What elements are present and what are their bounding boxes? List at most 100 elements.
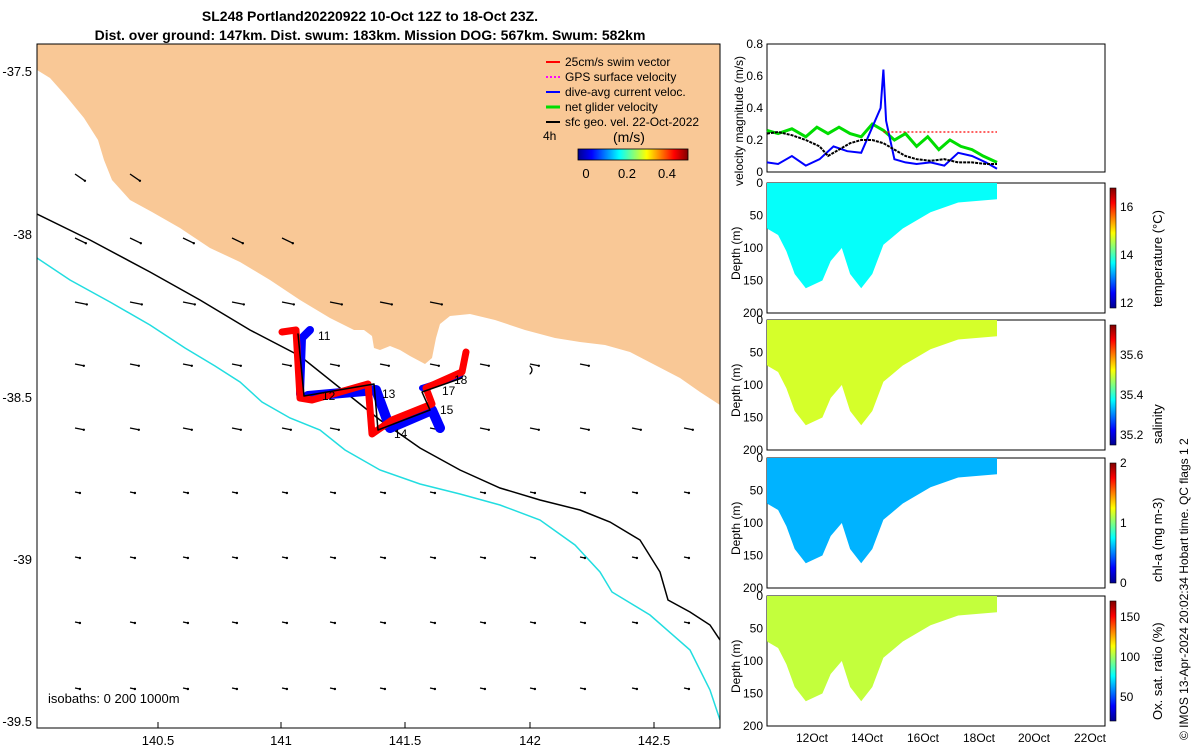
geo-vector [529, 363, 539, 367]
colorbar-tick: 150 [1120, 610, 1140, 624]
geo-vector-head [337, 428, 340, 431]
time-axis: 12Oct 14Oct 16Oct 18Oct 20Oct 22Oct [796, 731, 1107, 745]
geo-vector-head [383, 687, 387, 691]
heatmap-colorbar [1109, 187, 1117, 309]
geo-vector [74, 237, 87, 244]
isobath-1000m [37, 257, 720, 721]
colorbar-tick: 14 [1120, 248, 1134, 262]
geo-vector [479, 427, 489, 431]
geo-vector-head [285, 621, 289, 625]
geo-vector-head [85, 303, 89, 306]
geo-vector [231, 237, 244, 244]
velocity-panel: 0 0.2 0.4 0.6 0.8 velocity magnitude (m/… [732, 37, 1106, 186]
geo-vector-head [433, 687, 437, 691]
track-current-veloc-mid [303, 385, 445, 433]
geo-vector [231, 301, 244, 306]
geo-vector-head [235, 491, 239, 495]
map-y-tick: -39.5 [2, 714, 32, 729]
map-x-tick: 142.5 [638, 733, 671, 748]
geo-vector-head [687, 556, 691, 560]
geo-vector-head [292, 303, 295, 306]
geo-vector [329, 427, 339, 431]
time-x-tick: 12Oct [796, 731, 829, 745]
geo-vector-head [583, 491, 587, 495]
geo-vector-head [140, 303, 143, 306]
day-label: 11 [318, 329, 331, 343]
geo-vector [579, 363, 589, 367]
geo-vector [129, 173, 141, 182]
day-label: 14 [394, 427, 408, 441]
geo-vector-head [537, 364, 540, 367]
geo-vector-head [533, 491, 537, 495]
day-label: 12 [322, 389, 336, 403]
heatmap-y-tick: 150 [743, 687, 763, 701]
map-x-tickmarks [157, 722, 655, 728]
geo-vector [329, 363, 339, 367]
geo-vector-head [433, 491, 437, 495]
geo-vector-head [333, 687, 337, 691]
geo-vector-head [691, 428, 694, 431]
geo-vector-head [487, 364, 490, 367]
colorbar-title: (m/s) [613, 129, 645, 145]
colorbar-tick: 1 [1120, 516, 1127, 530]
time-x-tick: 16Oct [907, 731, 940, 745]
time-x-tick: 22Oct [1074, 731, 1107, 745]
geo-vector-head [235, 621, 239, 625]
geo-vector-head [487, 428, 490, 431]
velocity-series [766, 69, 998, 170]
geo-vector [429, 363, 439, 367]
geo-vector-head [390, 303, 393, 306]
geo-vector-head [587, 428, 590, 431]
colorbar-tick: 0.4 [658, 166, 676, 181]
day-label: 17 [442, 384, 456, 398]
geo-vector-head [337, 364, 340, 367]
colorbar-tick: 16 [1120, 200, 1134, 214]
geo-vector [579, 427, 589, 431]
geo-vector-head [235, 687, 239, 691]
heatmap-section-fill [767, 596, 997, 702]
geo-vector [182, 427, 192, 431]
legend-entry: sfc geo. vel. 22-Oct-2022 [565, 115, 699, 129]
colorbar-tick: 35.2 [1120, 428, 1144, 442]
map-y-tick: -39 [13, 552, 32, 567]
geo-vector-head [533, 621, 537, 625]
velocity-series-line [766, 130, 997, 165]
velocity-y-tick: 0.4 [746, 101, 763, 115]
geo-vector [129, 237, 142, 244]
geo-vector-head [193, 303, 196, 306]
geo-vector-head [190, 428, 193, 431]
geo-vector [74, 427, 84, 431]
geo-vector-head [533, 556, 537, 560]
geo-vector [231, 427, 241, 431]
geo-vector-head [78, 556, 82, 560]
velocity-frame [766, 43, 1106, 173]
heatmap-section-fill [767, 183, 997, 289]
geo-vector-head [687, 687, 691, 691]
geo-vector-head [383, 556, 387, 560]
velocity-y-label: velocity magnitude (m/s) [732, 56, 746, 186]
heatmap-y-tick: 150 [743, 411, 763, 425]
geo-vector-head [635, 491, 639, 495]
map-x-tick: 141.5 [389, 733, 422, 748]
geo-vector-head [583, 687, 587, 691]
geo-vector [74, 301, 87, 306]
geo-vector-head [186, 687, 190, 691]
heatmap-y-tick: 200 [743, 719, 763, 733]
velocity-y-tick: 0 [756, 165, 763, 179]
colorbar-tick: 35.4 [1120, 388, 1144, 402]
geo-vector-head [537, 428, 540, 431]
geo-vector-head [137, 428, 140, 431]
geo-vector-head [242, 303, 245, 306]
velocity-y-tick: 0.2 [746, 133, 763, 147]
colorbar-tick: 100 [1120, 650, 1140, 664]
geo-vector [129, 363, 139, 367]
geo-vector [281, 237, 294, 244]
geo-vector-head [483, 491, 487, 495]
geo-vector-head [285, 556, 289, 560]
day-label: 18 [454, 373, 468, 387]
day-label: 15 [440, 403, 454, 417]
geo-vector-head [138, 179, 142, 182]
heatmap-y-tick: 200 [743, 581, 763, 595]
geo-vector-head [433, 556, 437, 560]
geo-vector-head [82, 428, 86, 431]
